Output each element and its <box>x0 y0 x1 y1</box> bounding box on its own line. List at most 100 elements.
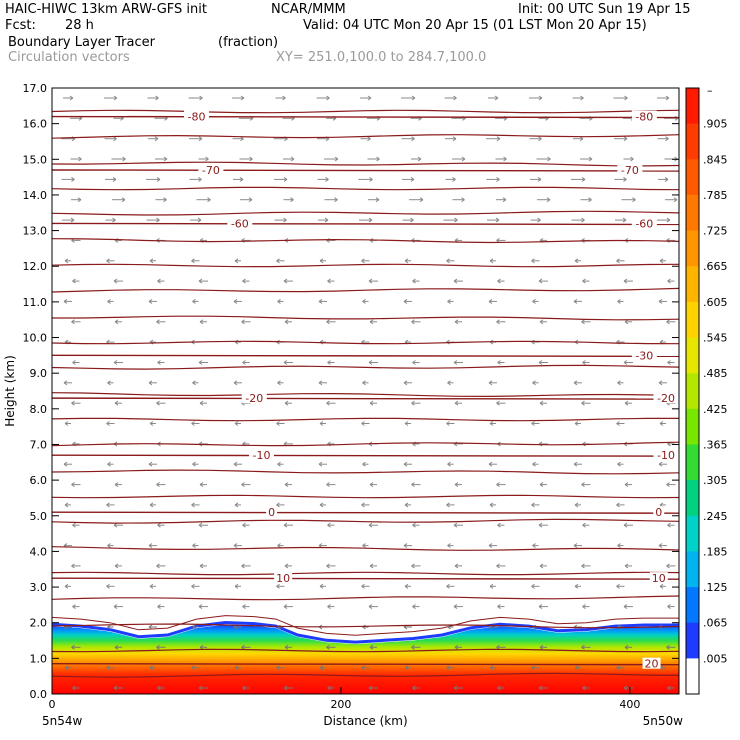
wind-vector-head <box>666 217 671 223</box>
wind-vector-head <box>191 502 195 508</box>
wind-vector-head <box>658 298 663 304</box>
wind-vector-head <box>624 563 629 569</box>
wind-vector-head <box>318 298 323 304</box>
wind-vector-head <box>319 502 324 508</box>
wind-vector-head <box>404 665 409 671</box>
wind-vector-head <box>537 217 541 223</box>
isotherm-line <box>52 417 679 422</box>
wind-vector-head <box>404 421 409 426</box>
wind-vector-head <box>630 156 634 162</box>
wind-vector-head <box>665 136 669 142</box>
wind-vector-head <box>191 258 195 264</box>
org-label: NCAR/MMM <box>271 2 346 17</box>
wind-vector-head <box>531 258 535 264</box>
isotherm-line <box>52 364 679 370</box>
wind-vector-head <box>284 319 289 325</box>
wind-vector-head <box>276 421 280 426</box>
wind-vector-head <box>411 482 415 488</box>
wind-vector-head <box>156 400 160 406</box>
colorbar-label: .485 <box>703 367 728 380</box>
wind-vector-head <box>538 136 542 142</box>
wind-vector-head <box>72 278 76 284</box>
wind-vector-head <box>489 502 494 508</box>
wind-vector-head <box>624 400 629 406</box>
wind-vector-head <box>658 380 663 386</box>
wind-vector-head <box>277 380 281 386</box>
colorbar-frame <box>685 87 700 695</box>
wind-vector-head <box>72 604 76 610</box>
wind-vector-head <box>539 482 544 488</box>
wind-vector-head <box>368 278 373 284</box>
wind-vector-head <box>157 604 161 610</box>
isotherm-label: -60 <box>231 217 249 230</box>
wind-vector-head <box>78 156 82 162</box>
wind-vector-head <box>106 421 110 426</box>
wind-vector-head <box>369 563 374 569</box>
wind-vector-head <box>632 197 636 203</box>
wind-vector-head <box>361 258 365 264</box>
wind-vector-head <box>282 95 286 101</box>
wind-vector-head <box>114 563 119 569</box>
y-axis-label: Height (km) <box>3 355 17 426</box>
isotherm-line <box>52 518 679 524</box>
wind-vector-head <box>411 400 415 406</box>
wind-vector-head <box>362 380 366 386</box>
wind-vector-head <box>452 136 457 142</box>
wind-vector-head <box>616 665 620 671</box>
boundary-contour <box>52 615 679 636</box>
wind-vector-head <box>532 543 536 549</box>
wind-vector-head <box>369 176 373 182</box>
isotherm-label-bg <box>248 449 274 461</box>
wind-vector-head <box>453 685 458 691</box>
wind-vector-head <box>581 482 585 488</box>
wind-vector-head <box>376 156 380 162</box>
wind-vector-head <box>283 360 288 365</box>
colorbar-label: .665 <box>703 260 728 273</box>
isotherm-line <box>52 494 679 499</box>
wind-vector-head <box>494 95 499 101</box>
wind-vector-head <box>624 95 628 101</box>
wind-vector-head <box>362 543 366 549</box>
wind-vector-head <box>673 197 678 203</box>
wind-vector-head <box>155 95 159 101</box>
wind-vector-head <box>64 258 69 264</box>
wind-vector-head <box>617 380 621 386</box>
wind-vector-head <box>368 604 373 610</box>
wind-vector-head <box>114 644 119 650</box>
wind-vector-head <box>582 522 586 528</box>
isotherm-label-bg <box>241 392 267 404</box>
colorbar-label: .545 <box>703 332 728 345</box>
wind-vector-head <box>495 217 500 223</box>
wind-vector-head <box>573 461 578 467</box>
y-tick-label: 9.0 <box>30 367 48 380</box>
wind-vector-head <box>666 319 670 325</box>
colorbar-swatch <box>686 301 699 338</box>
wind-vector-head <box>277 461 281 467</box>
isotherm-label-bg <box>653 392 679 404</box>
wind-vector-head <box>368 522 373 528</box>
wind-vector-head <box>361 421 365 426</box>
wind-vector-head <box>411 644 415 650</box>
wind-vector-head <box>114 400 119 406</box>
wind-vector-head <box>622 217 627 223</box>
wind-vector-head <box>283 278 288 284</box>
wind-vector-head <box>163 156 168 162</box>
wind-vector-head <box>539 644 544 650</box>
wind-vector-head <box>538 522 543 528</box>
wind-vector-head <box>496 136 501 142</box>
wind-vector-head <box>531 502 535 508</box>
wind-vector-head <box>284 482 289 488</box>
wind-vector-head <box>368 217 373 223</box>
wind-vector-head <box>327 522 331 528</box>
wind-vector-head <box>581 644 585 650</box>
wind-vector-head <box>531 421 535 426</box>
colorbar: – .905 .845 .785 .725 .665 .605 .545 .485 .425 .36… <box>685 84 728 695</box>
wind-vector-head <box>497 685 501 691</box>
isotherm-line <box>52 672 679 678</box>
isotherm-line <box>52 287 679 293</box>
wind-vector-head <box>64 665 69 671</box>
isotherm-0 <box>52 511 679 514</box>
wind-vector-head <box>241 482 245 488</box>
wind-vector-head <box>192 298 196 304</box>
wind-vector-head <box>71 400 75 406</box>
